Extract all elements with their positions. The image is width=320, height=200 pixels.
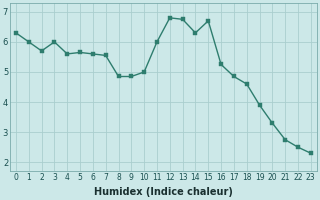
X-axis label: Humidex (Indice chaleur): Humidex (Indice chaleur)	[94, 187, 233, 197]
